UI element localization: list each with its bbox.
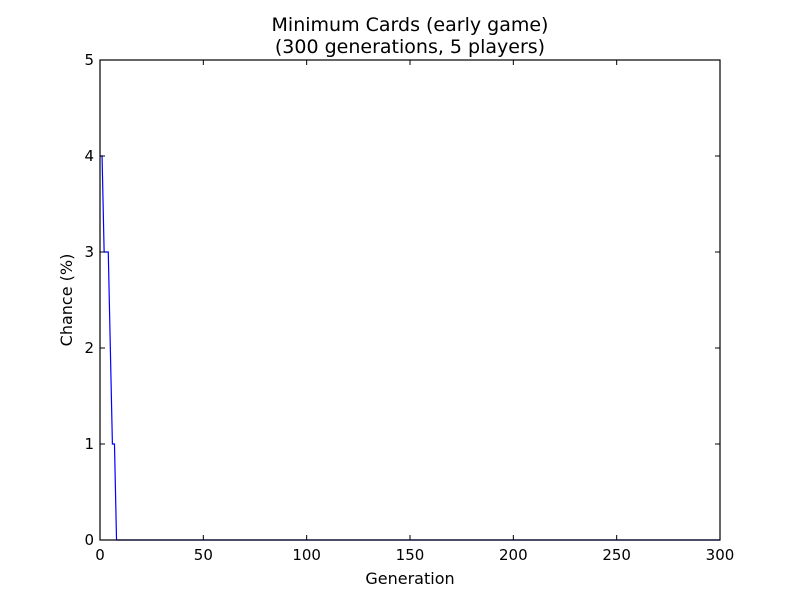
y-tick-label: 3 [84,243,94,261]
plot-frame [99,59,721,541]
data-series-line-1 [100,155,720,541]
y-tick-label: 4 [84,147,94,165]
y-tick-label: 2 [84,339,94,357]
y-tick-label: 5 [84,51,94,69]
plot-layer: 0 50 100 150 200 250 300 0 1 2 3 4 5 [84,51,734,564]
x-tick-label: 300 [706,546,735,564]
x-tick-label: 250 [602,546,631,564]
chart-title: Minimum Cards (early game) [272,14,549,36]
x-tick-label: 100 [292,546,321,564]
x-tick-label: 150 [396,546,425,564]
y-axis-label: Chance (%) [57,254,76,347]
x-tick-label: 50 [194,546,213,564]
y-tick-label: 1 [84,435,94,453]
x-tick-label: 200 [499,546,528,564]
chart-subtitle: (300 generations, 5 players) [275,36,545,58]
y-tick-label: 0 [84,531,94,549]
x-tick-label: 0 [95,546,105,564]
x-axis-label: Generation [365,569,454,588]
